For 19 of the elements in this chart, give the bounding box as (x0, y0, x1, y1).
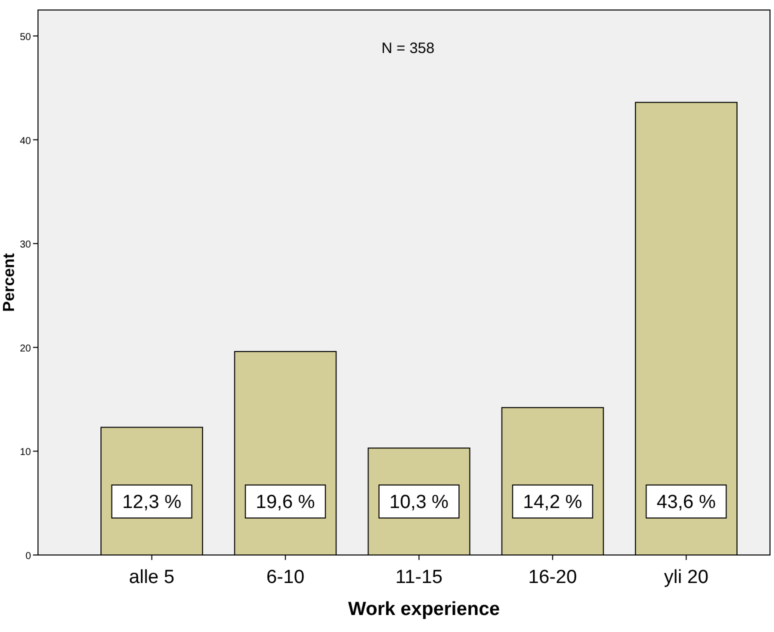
y-tick-label: 10 (20, 447, 32, 458)
x-tick-label: yli 20 (664, 567, 708, 588)
y-tick-label: 40 (20, 136, 32, 147)
data-label: 14,2 % (523, 492, 582, 513)
data-label: 43,6 % (656, 492, 716, 513)
data-label: 19,6 % (256, 492, 316, 513)
x-tick-label: 6-10 (266, 567, 304, 588)
y-tick-label: 20 (20, 343, 32, 354)
x-tick-label: alle 5 (129, 567, 174, 588)
data-label: 12,3 % (122, 492, 182, 513)
annotation: N = 358 (382, 40, 434, 57)
y-tick-label: 50 (20, 32, 32, 43)
y-tick-label: 0 (25, 551, 32, 562)
y-axis-title: Percent (1, 252, 18, 312)
y-tick-label: 30 (20, 240, 32, 251)
x-tick-label: 11-15 (395, 567, 443, 588)
x-tick-label: 16-20 (528, 567, 577, 588)
data-label: 10,3 % (389, 492, 449, 513)
x-axis-title: Work experience (348, 599, 500, 620)
